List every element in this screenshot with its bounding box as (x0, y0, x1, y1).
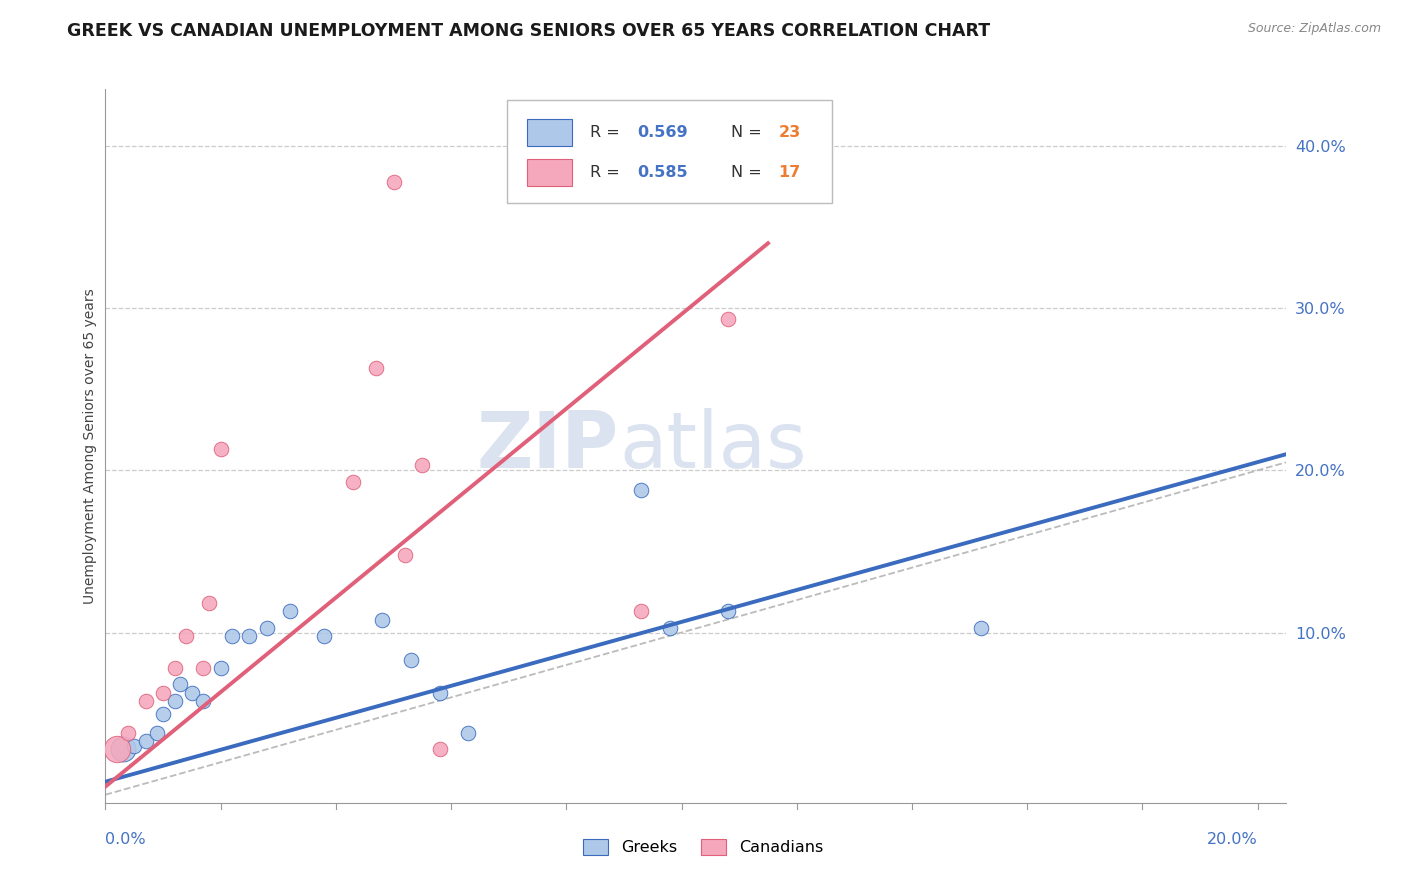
Point (630, 483, 652, 497)
Y-axis label: Unemployment Among Seniors over 65 years: Unemployment Among Seniors over 65 years (83, 288, 97, 604)
Point (342, 475, 364, 489)
Text: N =: N = (731, 165, 768, 180)
Legend: Greeks, Canadians: Greeks, Canadians (576, 833, 830, 862)
Point (152, 685, 174, 699)
Point (209, 442, 232, 457)
Point (105, 742, 128, 756)
FancyBboxPatch shape (508, 100, 832, 203)
Point (198, 596, 221, 610)
Point (221, 629, 243, 643)
Text: 0.0%: 0.0% (105, 832, 146, 847)
Text: ZIP: ZIP (477, 408, 619, 484)
FancyBboxPatch shape (527, 160, 572, 186)
Point (382, 175, 405, 189)
Point (163, 661, 186, 675)
Text: 20.0%: 20.0% (1206, 832, 1258, 847)
Point (630, 604, 652, 618)
Point (174, 629, 197, 643)
Text: 0.585: 0.585 (637, 165, 688, 180)
Point (122, 739, 145, 753)
Point (193, 693, 215, 707)
Point (135, 734, 157, 748)
Point (256, 621, 278, 635)
Point (152, 706, 174, 721)
Text: R =: R = (589, 165, 624, 180)
Point (169, 677, 191, 691)
Point (399, 653, 422, 667)
Point (146, 726, 169, 740)
Point (209, 661, 232, 675)
Point (429, 685, 451, 699)
Point (429, 742, 451, 756)
Point (278, 604, 301, 618)
Point (117, 726, 139, 740)
Text: 23: 23 (779, 125, 801, 140)
Point (111, 742, 134, 756)
Text: Source: ZipAtlas.com: Source: ZipAtlas.com (1247, 22, 1381, 36)
Point (314, 629, 336, 643)
Point (180, 685, 202, 699)
Point (394, 548, 416, 562)
Point (193, 661, 215, 675)
Point (717, 312, 740, 326)
Text: 17: 17 (779, 165, 801, 180)
Text: GREEK VS CANADIAN UNEMPLOYMENT AMONG SENIORS OVER 65 YEARS CORRELATION CHART: GREEK VS CANADIAN UNEMPLOYMENT AMONG SEN… (67, 22, 991, 40)
FancyBboxPatch shape (527, 119, 572, 146)
Point (135, 693, 157, 707)
Text: N =: N = (731, 125, 768, 140)
Point (238, 629, 260, 643)
Point (411, 458, 433, 473)
Point (371, 613, 394, 627)
Point (163, 693, 186, 707)
Point (970, 621, 993, 635)
Point (366, 361, 388, 376)
Point (717, 604, 740, 618)
Text: R =: R = (589, 125, 624, 140)
Point (457, 726, 479, 740)
Text: atlas: atlas (619, 408, 807, 484)
Text: 0.569: 0.569 (637, 125, 688, 140)
Point (659, 621, 682, 635)
